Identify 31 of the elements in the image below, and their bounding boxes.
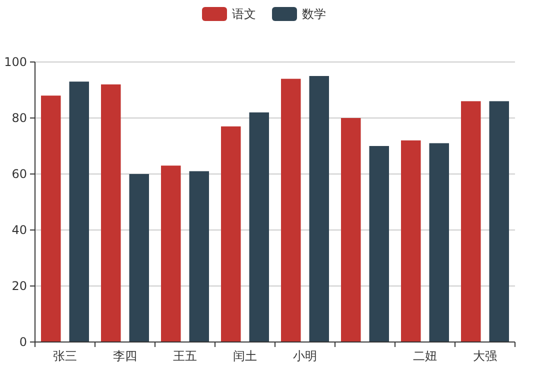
bar [189, 171, 209, 342]
y-tick-label: 60 [12, 167, 27, 182]
y-tick-label: 20 [12, 279, 27, 294]
y-tick-label: 40 [12, 223, 27, 238]
bar [249, 112, 269, 342]
x-tick-label: 二妞 [413, 349, 437, 363]
bar [281, 78, 301, 342]
x-tick-label: 闰土 [233, 349, 257, 363]
bar [461, 101, 481, 342]
bar [101, 84, 121, 342]
y-tick-label: 80 [12, 111, 27, 126]
bar [161, 166, 181, 342]
bar [401, 140, 421, 342]
bar [309, 76, 329, 342]
x-tick-label: 李四 [113, 349, 137, 363]
bar [221, 126, 241, 342]
bar [429, 143, 449, 342]
y-tick-label: 100 [4, 55, 27, 70]
x-tick-label: 大强 [473, 349, 497, 363]
x-tick-label: 小明 [293, 349, 317, 363]
legend-label: 语文 [232, 7, 256, 22]
legend-label: 数学 [302, 7, 326, 22]
bar [129, 174, 149, 342]
bar [41, 96, 61, 342]
y-tick-label: 0 [19, 335, 27, 350]
bar [369, 146, 389, 342]
bar [69, 82, 89, 342]
x-tick-label: 张三 [53, 349, 77, 363]
bar [341, 118, 361, 342]
x-tick-label: 王五 [173, 349, 197, 363]
bar [489, 101, 509, 342]
